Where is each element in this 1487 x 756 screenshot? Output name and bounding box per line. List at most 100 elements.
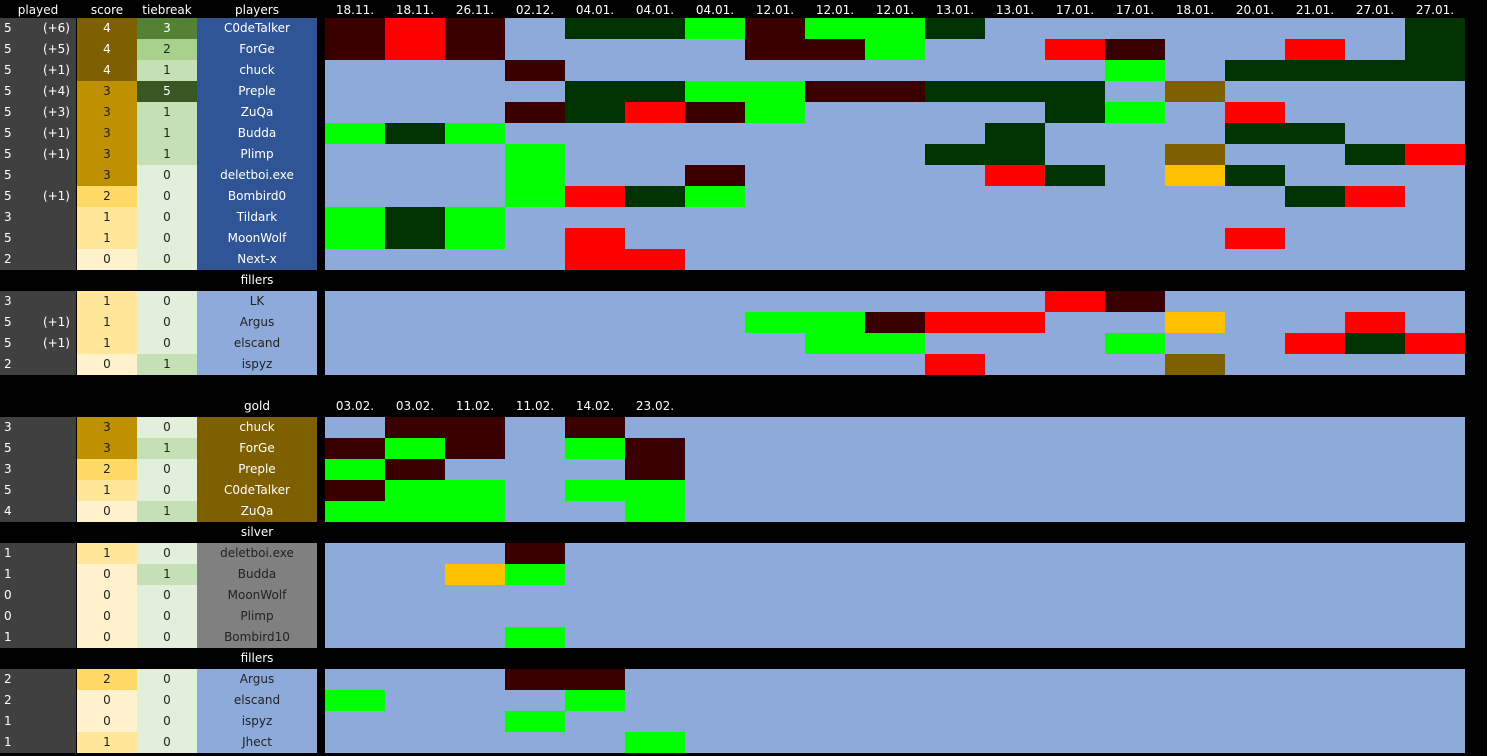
match-cell	[325, 39, 385, 60]
played-cell: 2	[0, 354, 76, 375]
match-cell	[625, 459, 685, 480]
match-cell	[925, 81, 985, 102]
player-name[interactable]: chuck	[197, 60, 317, 81]
tiebreak-cell: 1	[137, 501, 197, 522]
match-cell	[505, 627, 565, 648]
played-cell: 0	[0, 606, 76, 627]
tiebreak-cell: 0	[137, 690, 197, 711]
match-cell	[985, 123, 1045, 144]
match-cell	[625, 732, 685, 753]
player-name[interactable]: C0deTalker	[197, 18, 317, 39]
player-name[interactable]: chuck	[197, 417, 317, 438]
match-cell	[745, 81, 805, 102]
gold-date-header: 23.02.	[635, 399, 675, 413]
match-cell	[325, 228, 385, 249]
bonus-cell	[40, 354, 76, 375]
match-cell	[745, 39, 805, 60]
score-cell: 0	[77, 249, 137, 270]
match-cell	[385, 39, 445, 60]
match-cell	[445, 123, 505, 144]
score-cell: 1	[77, 228, 137, 249]
match-cell	[1165, 165, 1225, 186]
tiebreak-cell: 0	[137, 543, 197, 564]
player-name[interactable]: C0deTalker	[197, 480, 317, 501]
match-cell	[625, 81, 685, 102]
score-cell: 1	[77, 207, 137, 228]
match-cell	[445, 228, 505, 249]
gold-date-header: 11.02.	[515, 399, 555, 413]
match-cell	[1105, 60, 1165, 81]
score-cell: 1	[77, 543, 137, 564]
player-name[interactable]: elscand	[197, 333, 317, 354]
player-name[interactable]: Plimp	[197, 606, 317, 627]
match-cell	[325, 207, 385, 228]
player-name[interactable]: Budda	[197, 123, 317, 144]
bonus-cell	[40, 228, 76, 249]
player-name[interactable]: Preple	[197, 459, 317, 480]
played-cell: 5	[0, 333, 76, 354]
tiebreak-cell: 1	[137, 123, 197, 144]
match-cell	[565, 18, 625, 39]
score-cell: 1	[77, 312, 137, 333]
gold-date-header: 03.02.	[335, 399, 375, 413]
player-name[interactable]: elscand	[197, 690, 317, 711]
player-name[interactable]: deletboi.exe	[197, 543, 317, 564]
tiebreak-cell: 1	[137, 102, 197, 123]
bonus-cell: (+1)	[42, 147, 70, 161]
player-name[interactable]: MoonWolf	[197, 228, 317, 249]
date-header: 26.11.	[455, 3, 495, 17]
match-cell	[445, 18, 505, 39]
played-cell: 1	[0, 732, 76, 753]
match-cell	[625, 18, 685, 39]
player-name[interactable]: ForGe	[197, 39, 317, 60]
match-cell	[565, 228, 625, 249]
played-cell: 1	[0, 543, 76, 564]
player-name[interactable]: Argus	[197, 669, 317, 690]
played-cell: 5	[0, 228, 76, 249]
match-cell	[505, 186, 565, 207]
player-name[interactable]: Next-x	[197, 249, 317, 270]
player-name[interactable]: Bombird10	[197, 627, 317, 648]
score-cell: 1	[77, 291, 137, 312]
bonus-cell: (+1)	[42, 189, 70, 203]
player-name[interactable]: Argus	[197, 312, 317, 333]
player-name[interactable]: Bombird0	[197, 186, 317, 207]
match-cell	[1345, 312, 1405, 333]
match-cell	[805, 81, 865, 102]
match-cell	[685, 102, 745, 123]
player-name[interactable]: MoonWolf	[197, 585, 317, 606]
played-cell: 2	[0, 669, 76, 690]
match-cell	[505, 711, 565, 732]
player-name[interactable]: Jhect	[197, 732, 317, 753]
match-cell	[1225, 165, 1285, 186]
played-cell: 1	[0, 564, 76, 585]
score-cell: 3	[77, 102, 137, 123]
match-cell	[1105, 102, 1165, 123]
score-cell: 1	[77, 732, 137, 753]
player-name[interactable]: ZuQa	[197, 501, 317, 522]
match-cell	[745, 102, 805, 123]
match-cell	[385, 207, 445, 228]
match-cell	[1345, 144, 1405, 165]
bonus-cell	[40, 165, 76, 186]
match-cell	[445, 564, 505, 585]
match-cell	[1405, 60, 1465, 81]
played-cell: 5	[0, 480, 76, 501]
player-name[interactable]: Preple	[197, 81, 317, 102]
player-name[interactable]: Tildark	[197, 207, 317, 228]
match-cell	[1405, 144, 1465, 165]
player-name[interactable]: ispyz	[197, 354, 317, 375]
player-name[interactable]: ForGe	[197, 438, 317, 459]
match-cell	[1225, 123, 1285, 144]
match-cell	[985, 81, 1045, 102]
player-name[interactable]: deletboi.exe	[197, 165, 317, 186]
player-name[interactable]: Plimp	[197, 144, 317, 165]
player-name[interactable]: Budda	[197, 564, 317, 585]
tiebreak-cell: 0	[137, 291, 197, 312]
player-name[interactable]: LK	[197, 291, 317, 312]
match-cell	[385, 417, 445, 438]
header-players: players	[235, 3, 279, 17]
player-name[interactable]: ispyz	[197, 711, 317, 732]
played-cell: 5	[0, 18, 76, 39]
player-name[interactable]: ZuQa	[197, 102, 317, 123]
